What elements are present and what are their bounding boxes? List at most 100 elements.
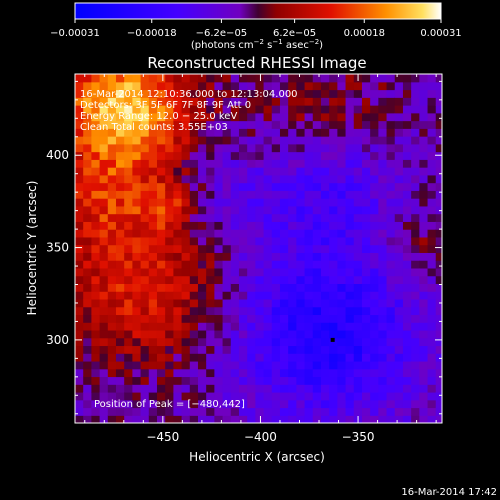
heatmap-cell (181, 136, 191, 145)
heatmap-cell (75, 260, 84, 269)
heatmap-cell (411, 267, 420, 277)
heatmap-cell (206, 167, 215, 176)
heatmap-cell (394, 329, 404, 339)
heatmap-cell (140, 291, 150, 300)
heatmap-cell (124, 74, 133, 75)
heatmap-cell (206, 151, 215, 160)
heatmap-cell (361, 174, 371, 184)
heatmap-cell (320, 337, 330, 347)
heatmap-cell (353, 345, 363, 354)
heatmap-cell (107, 291, 117, 300)
heatmap-cell (189, 267, 199, 277)
heatmap-cell (115, 136, 125, 145)
heatmap-cell (329, 298, 338, 308)
heatmap-cell (329, 314, 338, 323)
heatmap-cell (165, 353, 174, 362)
heatmap-cell (181, 143, 191, 153)
heatmap-cell (370, 105, 379, 114)
heatmap-cell (189, 407, 199, 416)
heatmap-cell (386, 205, 396, 215)
heatmap-cell (329, 81, 338, 91)
heatmap-cell (189, 236, 199, 246)
heatmap-cell (189, 399, 199, 409)
heatmap-cell (312, 399, 322, 409)
heatmap-cell (296, 89, 306, 98)
heatmap-cell (156, 353, 166, 362)
heatmap-cell (214, 399, 224, 409)
heatmap-cell (370, 213, 379, 222)
heatmap-cell (189, 244, 199, 253)
heatmap-cell (329, 205, 338, 215)
heatmap-cell (247, 198, 256, 207)
heatmap-cell (312, 236, 322, 246)
heatmap-cell (435, 205, 442, 215)
heatmap-cell (435, 337, 442, 347)
heatmap-cell (107, 260, 117, 269)
heatmap-cell (247, 236, 256, 246)
heatmap-cell (247, 244, 256, 253)
heatmap-cell (230, 97, 240, 106)
colorbar: −0.00031 −0.00018 −6.2e−05 6.2e−05 0.00018 0.… (50, 2, 462, 51)
heatmap-cell (238, 368, 248, 378)
heatmap-cell (197, 244, 207, 253)
heatmap-cell (304, 275, 314, 284)
heatmap-cell (419, 198, 429, 207)
heatmap-cell (238, 275, 248, 284)
heatmap-cell (386, 81, 396, 91)
heatmap-cell (386, 376, 396, 385)
heatmap-cell (263, 391, 273, 401)
heatmap-cell (402, 415, 412, 423)
heatmap-cell (206, 128, 215, 137)
heatmap-cell (312, 306, 322, 316)
heatmap-cell (427, 120, 437, 129)
heatmap-cell (288, 267, 297, 277)
heatmap-cell (165, 260, 174, 269)
heatmap-cell (361, 291, 371, 300)
heatmap-cell (99, 229, 109, 238)
heatmap-cell (320, 236, 330, 246)
heatmap-cell (402, 384, 412, 393)
heatmap-cell (148, 244, 158, 253)
heatmap-cell (304, 143, 314, 153)
heatmap-cell (115, 322, 125, 331)
heatmap-cell (345, 360, 355, 370)
heatmap-cell (304, 283, 314, 292)
heatmap-cell (402, 128, 412, 137)
heatmap-cell (132, 236, 142, 246)
heatmap-cell (337, 298, 347, 308)
heatmap-cell (361, 81, 371, 91)
heatmap-cell (394, 407, 404, 416)
heatmap-cell (214, 384, 224, 393)
heatmap-cell (99, 167, 109, 176)
heatmap-cell (435, 252, 442, 261)
heatmap-cell (255, 213, 265, 222)
heatmap-cell (427, 143, 437, 153)
heatmap-cell (173, 345, 183, 354)
heatmap-cell (238, 329, 248, 339)
heatmap-cell (329, 112, 338, 122)
heatmap-cell (115, 329, 125, 339)
heatmap-cell (115, 314, 125, 323)
colorbar-tick-label: −0.00018 (127, 28, 177, 39)
heatmap-cell (411, 151, 420, 160)
heatmap-cell (419, 112, 429, 122)
heatmap-cell (124, 236, 133, 246)
heatmap-cell (411, 260, 420, 269)
heatmap-cell (427, 89, 437, 98)
heatmap-cell (386, 275, 396, 284)
heatmap-cell (173, 89, 183, 98)
heatmap-cell (230, 314, 240, 323)
heatmap-cell (419, 384, 429, 393)
heatmap-cell (378, 407, 388, 416)
heatmap-cell (140, 376, 150, 385)
heatmap-cell (320, 384, 330, 393)
heatmap-cell (345, 415, 355, 423)
heatmap-cell (115, 376, 125, 385)
heatmap-cell (435, 407, 442, 416)
heatmap-cell (189, 143, 199, 153)
heatmap-cell (230, 81, 240, 91)
heatmap-cell (107, 190, 117, 199)
heatmap-cell (230, 252, 240, 261)
heatmap-cell (140, 407, 150, 416)
heatmap-cell (156, 244, 166, 253)
